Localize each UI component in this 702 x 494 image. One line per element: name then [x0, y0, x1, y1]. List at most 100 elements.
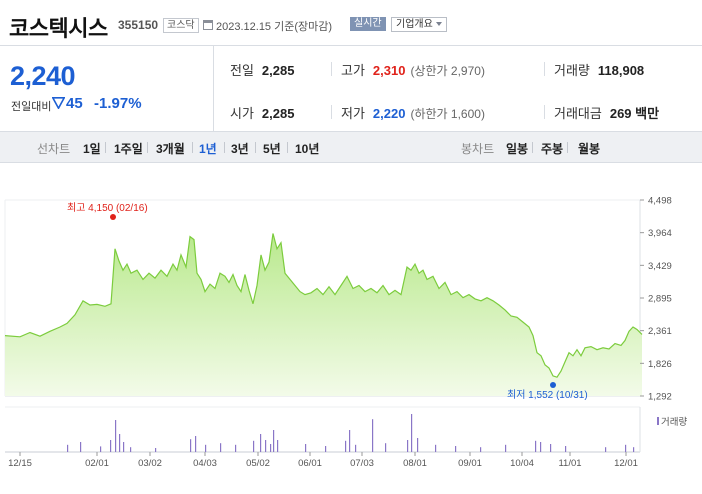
company-overview-label: 기업개요 — [396, 19, 433, 30]
prev-close-cell: 전일 2,285 — [230, 60, 294, 79]
x-tick-label: 08/01 — [403, 458, 427, 469]
volume-bar — [435, 444, 437, 452]
low-cell: 저가 2,220 (하한가 1,600) — [341, 103, 485, 122]
volume-bar — [115, 420, 117, 452]
upper-limit: (상한가 2,970) — [410, 64, 485, 78]
change-label: 전일대비 — [11, 101, 52, 113]
volume-bar — [417, 438, 419, 452]
price-area — [5, 233, 642, 396]
x-tick-label: 09/01 — [458, 458, 482, 469]
high-value: 2,310 — [372, 63, 406, 78]
volume-bar — [385, 443, 387, 452]
period-daily-candle[interactable]: 일봉 — [506, 142, 529, 156]
period-weekly-candle[interactable]: 주봉 — [541, 142, 564, 156]
y-tick-label: 1,292 — [648, 392, 672, 403]
volume-bar — [455, 446, 457, 452]
y-axis: 4,498 3,964 3,429 2,895 2,361 1,826 1,292 — [640, 196, 672, 403]
amount-value: 269 백만 — [609, 106, 660, 121]
open-cell: 시가 2,285 — [230, 103, 294, 122]
x-tick-label: 05/02 — [246, 458, 270, 469]
volume-bar — [305, 444, 307, 452]
y-tick-label: 4,498 — [648, 196, 672, 207]
volume-bar — [633, 447, 635, 452]
volume-bar — [119, 434, 121, 452]
down-triangle-icon — [52, 97, 65, 109]
divider — [567, 142, 568, 153]
volume-bar — [349, 430, 351, 452]
volume-bar — [411, 414, 413, 452]
volume-cell: 거래량 118,908 — [554, 60, 644, 79]
divider — [147, 142, 148, 153]
high-cell: 고가 2,310 (상한가 2,970) — [341, 60, 485, 79]
x-tick-label: 02/01 — [85, 458, 109, 469]
x-tick-label: 11/01 — [558, 458, 581, 469]
x-tick-label: 12/01 — [614, 458, 638, 469]
volume-bar — [550, 444, 552, 452]
prev-close-value: 2,285 — [261, 63, 295, 78]
line-chart-label: 선차트 — [37, 142, 71, 156]
volume-bar — [190, 439, 192, 452]
volume-bar — [605, 447, 607, 452]
x-tick-label: 10/04 — [510, 458, 534, 469]
volume-legend-swatch — [657, 417, 659, 425]
x-tick-label: 06/01 — [298, 458, 322, 469]
volume-bar — [253, 440, 255, 452]
divider — [224, 142, 225, 153]
divider — [544, 105, 545, 119]
current-price-panel: 2,240 전일대비 45 -1.97% — [0, 46, 214, 132]
x-axis: 12/15 02/01 03/02 04/03 05/02 06/01 07/03 08/01… — [8, 452, 638, 469]
chevron-down-icon — [435, 22, 442, 26]
volume-bar — [355, 444, 357, 452]
period-1w[interactable]: 1주일 — [114, 142, 143, 156]
y-tick-label: 3,964 — [648, 228, 672, 239]
volume-bar — [372, 419, 374, 452]
period-1d[interactable]: 1일 — [83, 142, 101, 156]
volume-bar — [110, 440, 112, 452]
price-change: 45 — [66, 95, 83, 112]
realtime-button[interactable]: 실시간 — [350, 17, 386, 31]
x-tick-label: 03/02 — [138, 458, 162, 469]
volume-bar — [407, 440, 409, 452]
open-value: 2,285 — [261, 106, 295, 121]
price-change-percent: -1.97% — [94, 95, 142, 112]
divider — [331, 105, 332, 119]
volume-bar — [540, 442, 542, 452]
volume-bar — [565, 446, 567, 452]
divider — [532, 142, 533, 153]
high-annotation: 최고 4,150 (02/16) — [67, 202, 148, 214]
period-3m[interactable]: 3개월 — [156, 142, 185, 156]
divider — [331, 62, 332, 76]
volume-bar — [265, 440, 267, 452]
quote-date: 2023.12.15 기준(장마감) — [216, 21, 333, 33]
y-tick-label: 3,429 — [648, 261, 672, 272]
volume-bar — [235, 444, 237, 452]
market-badge: 코스닥 — [163, 18, 199, 33]
period-1y[interactable]: 1년 — [199, 142, 217, 156]
volume-bar — [80, 442, 82, 452]
open-label: 시가 — [230, 106, 254, 121]
low-annotation: 최저 1,552 (10/31) — [507, 389, 588, 401]
volume-bar — [260, 434, 262, 452]
volume-label: 거래량 — [554, 63, 590, 78]
price-line — [4, 233, 643, 378]
volume-bar — [220, 443, 222, 452]
volume-bar — [100, 446, 102, 452]
volume-bars — [67, 414, 635, 452]
volume-bar — [195, 436, 197, 452]
x-tick-label: 12/15 — [8, 458, 32, 469]
period-5y[interactable]: 5년 — [263, 142, 281, 156]
period-monthly-candle[interactable]: 월봉 — [578, 142, 601, 156]
period-10y[interactable]: 10년 — [295, 142, 320, 156]
y-tick-label: 2,361 — [648, 326, 672, 337]
divider — [105, 142, 106, 153]
y-tick-label: 1,826 — [648, 359, 672, 370]
company-overview-dropdown[interactable]: 기업개요 — [391, 17, 447, 32]
divider — [255, 142, 256, 153]
period-3y[interactable]: 3년 — [231, 142, 249, 156]
calendar-icon — [203, 20, 213, 30]
amount-cell: 거래대금 269 백만 — [554, 103, 659, 122]
volume-bar — [155, 448, 157, 452]
candle-chart-label: 봉차트 — [461, 142, 495, 156]
volume-bar — [325, 446, 327, 452]
volume-bar — [123, 442, 125, 452]
